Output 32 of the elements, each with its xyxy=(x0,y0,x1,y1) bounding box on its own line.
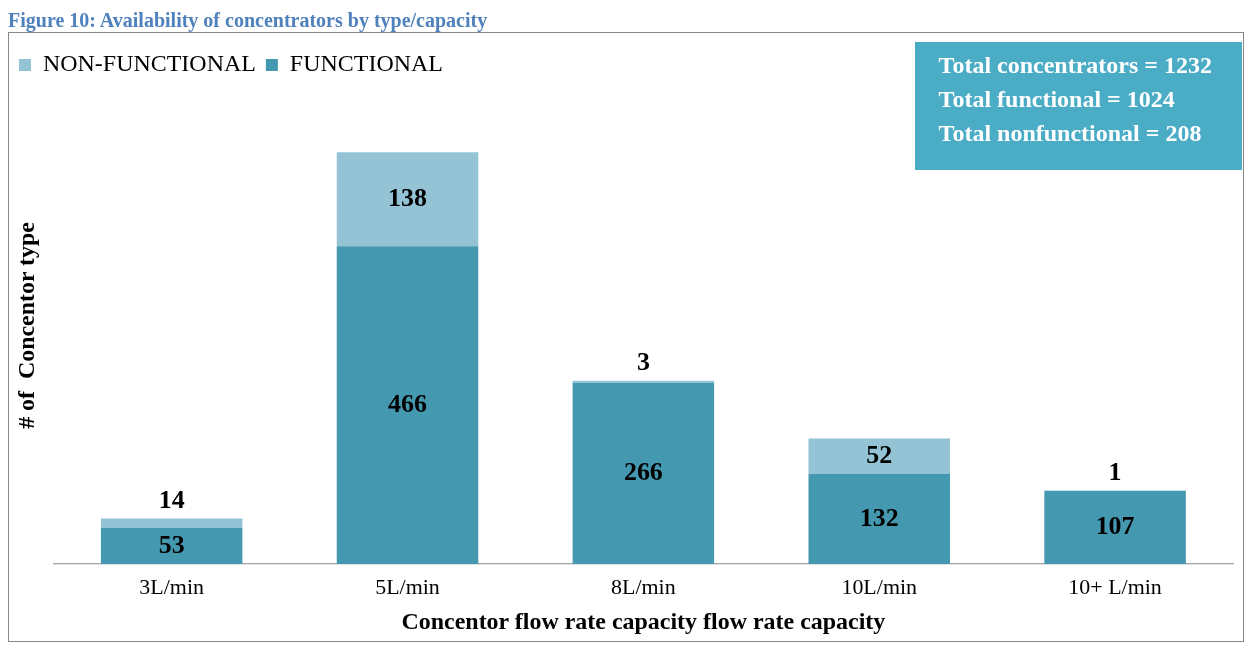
data-label: 3 xyxy=(636,347,650,377)
x-tick-label: 5L/min xyxy=(375,573,440,599)
bar xyxy=(1044,491,1186,565)
bar xyxy=(808,474,950,565)
y-axis-title: # of Concentor type xyxy=(12,222,39,429)
x-axis-title: Concentor flow rate capacity flow rate capacity xyxy=(401,607,886,634)
legend-label: NON-FUNCTIONAL xyxy=(42,50,256,77)
bar xyxy=(100,518,243,528)
bar xyxy=(100,527,243,565)
text: Total nonfunctional = 208 xyxy=(938,119,1203,148)
bar xyxy=(572,380,715,383)
data-label: 107 xyxy=(1095,511,1135,541)
x-tick-label: 8L/min xyxy=(611,573,676,599)
data-label: 132 xyxy=(859,502,899,532)
x-tick-label: 10+ L/min xyxy=(1068,573,1162,599)
bar xyxy=(336,246,479,565)
bar xyxy=(572,382,715,565)
data-label: 53 xyxy=(158,529,185,559)
data-label: 14 xyxy=(158,485,185,515)
data-label: 266 xyxy=(623,457,663,487)
data-label: 52 xyxy=(866,440,893,470)
data-label: 466 xyxy=(388,388,428,418)
x-tick-label: 3L/min xyxy=(139,573,205,599)
text: Total concentrators = 1232 xyxy=(938,51,1212,80)
text: Total functional = 1024 xyxy=(938,85,1176,114)
bar xyxy=(808,438,950,475)
bar xyxy=(336,152,479,247)
chart-title: Figure 10: Availability of concentrators by type/capacity xyxy=(8,8,489,32)
data-label: 1 xyxy=(1108,457,1122,487)
data-label: 138 xyxy=(388,183,428,212)
x-tick-label: 10L/min xyxy=(841,573,918,599)
legend-label: FUNCTIONAL xyxy=(289,50,443,77)
